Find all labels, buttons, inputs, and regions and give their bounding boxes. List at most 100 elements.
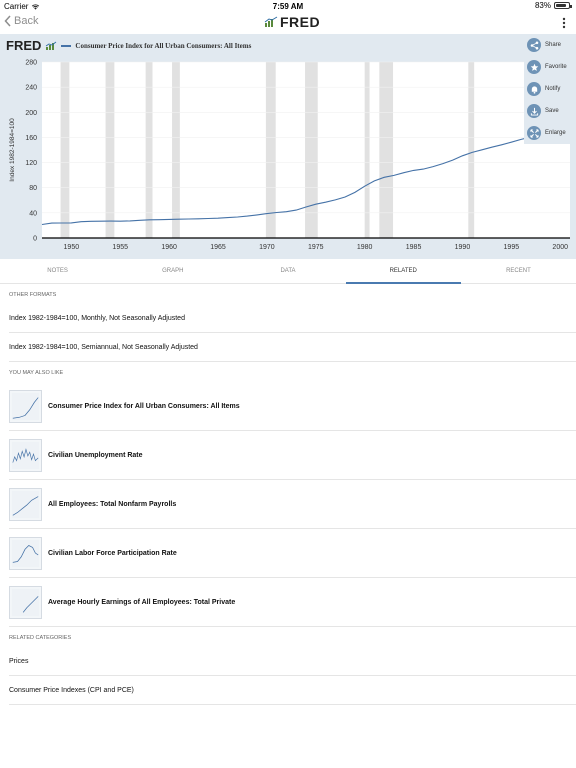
related-series-row[interactable]: Civilian Labor Force Participation Rate [9,529,576,578]
series-thumbnail [9,389,42,423]
share-button[interactable]: Share [524,34,576,56]
back-button[interactable]: Back [4,15,38,27]
x-tick-label: 1990 [455,244,471,251]
series-thumbnail [9,536,42,570]
x-tick-label: 1985 [406,244,422,251]
recession-band [379,62,394,238]
recession-band [105,62,115,238]
related-series-label: Average Hourly Earnings of All Employees… [48,598,236,606]
related-categories-heading: RELATED CATEGORIES [9,635,72,641]
save-button[interactable]: Save [524,100,576,122]
related-series-row[interactable]: Average Hourly Earnings of All Employees… [9,578,576,627]
series-thumbnail [9,438,42,472]
enlarge-button[interactable]: Enlarge [524,122,576,144]
x-tick-label: 1970 [259,244,275,251]
x-tick-label: 1975 [308,244,324,251]
recession-band [364,62,370,238]
y-tick-label: 240 [25,85,37,92]
recession-band [468,62,475,238]
chart-header: FRED Consumer Price Index for All Urban … [6,38,251,53]
back-label: Back [14,15,39,27]
related-content: OTHER FORMATS Index 1982-1984=100, Month… [0,284,576,705]
x-tick-label: 1950 [64,244,80,251]
battery-icon [554,2,572,9]
wifi-icon [32,4,40,10]
side-action-menu: Share Favorite Notify Save Enlarge [524,34,576,144]
enlarge-label: Enlarge [545,130,566,136]
format-row-monthly[interactable]: Index 1982-1984=100, Monthly, Not Season… [9,304,576,333]
logo-chart-icon [264,16,278,27]
y-tick-label: 80 [29,185,37,192]
x-tick-label: 2000 [552,244,568,251]
tab-related[interactable]: RELATED [345,259,462,284]
enlarge-icon [527,126,541,140]
battery-percent: 83% [534,1,551,10]
category-label: Prices [9,657,29,665]
more-vertical-icon [562,17,566,29]
also-like-heading: YOU MAY ALSO LIKE [9,370,64,376]
related-series-row[interactable]: Consumer Price Index for All Urban Consu… [9,382,576,431]
carrier-label: Carrier [4,2,29,11]
status-bar: Carrier 7:59 AM 83% [0,0,576,12]
tab-recent[interactable]: RECENT [506,268,531,274]
y-tick-label: 200 [25,110,37,117]
logo-text: FRED [280,14,321,30]
chevron-left-icon [4,15,11,27]
y-tick-label: 160 [25,135,37,142]
category-row-prices[interactable]: Prices [9,647,576,676]
x-tick-label: 1965 [210,244,226,251]
x-tick-label: 1955 [112,244,128,251]
category-row-cpi-pce[interactable]: Consumer Price Indexes (CPI and PCE) [9,676,576,705]
chart-title: Consumer Price Index for All Urban Consu… [75,41,252,50]
format-row-semiannual[interactable]: Index 1982-1984=100, Semiannual, Not Sea… [9,333,576,362]
notify-label: Notify [545,86,561,92]
y-tick-label: 0 [33,236,37,243]
chart-panel: FRED Consumer Price Index for All Urban … [0,34,576,259]
star-icon [527,60,541,74]
recession-band [172,62,180,238]
series-line [41,129,561,226]
related-series-label: Consumer Price Index for All Urban Consu… [48,402,240,410]
fred-logo: FRED [264,14,320,30]
tab-bar: NOTES GRAPH DATA RELATED RECENT [0,259,576,284]
y-tick-label: 120 [25,160,37,167]
favorite-button[interactable]: Favorite [524,56,576,78]
y-tick-label: 40 [29,210,37,217]
notify-button[interactable]: Notify [524,78,576,100]
chart-logo-icon [46,41,57,50]
favorite-label: Favorite [545,64,567,70]
share-icon [527,38,541,52]
related-series-label: Civilian Labor Force Participation Rate [48,549,177,557]
tab-graph[interactable]: GRAPH [162,268,184,274]
status-time: 7:59 AM [272,2,304,11]
download-icon [527,104,541,118]
chart-logo-text: FRED [6,38,42,53]
x-tick-label: 1980 [357,244,373,251]
related-series-row[interactable]: All Employees: Total Nonfarm Payrolls [9,480,576,529]
legend-line [61,44,72,47]
recession-band [145,62,153,238]
format-label: Index 1982-1984=100, Semiannual, Not Sea… [9,343,198,351]
y-tick-label: 280 [25,60,37,67]
nav-bar: Back FRED [0,12,576,34]
tab-data[interactable]: DATA [280,268,296,274]
recession-band [305,62,318,238]
bell-icon [527,82,541,96]
status-left: Carrier [4,2,40,11]
related-series-label: All Employees: Total Nonfarm Payrolls [48,500,177,508]
format-label: Index 1982-1984=100, Monthly, Not Season… [9,314,185,322]
cpi-line-chart[interactable]: 0 40 80 120 160 200 240 280 1950 1955 1960 1965 1970… [0,54,576,259]
save-label: Save [545,108,559,114]
recession-band [265,62,276,238]
more-options-button[interactable] [562,16,566,34]
related-series-label: Civilian Unemployment Rate [48,451,143,459]
x-tick-label: 1960 [161,244,177,251]
tab-notes[interactable]: NOTES [47,268,68,274]
category-label: Consumer Price Indexes (CPI and PCE) [9,686,134,694]
series-thumbnail [9,585,42,619]
related-series-row[interactable]: Civilian Unemployment Rate [9,431,576,480]
y-axis-label: Index 1982-1984=100 [9,118,16,182]
x-tick-label: 1995 [504,244,520,251]
recession-band [60,62,70,238]
series-thumbnail [9,487,42,521]
